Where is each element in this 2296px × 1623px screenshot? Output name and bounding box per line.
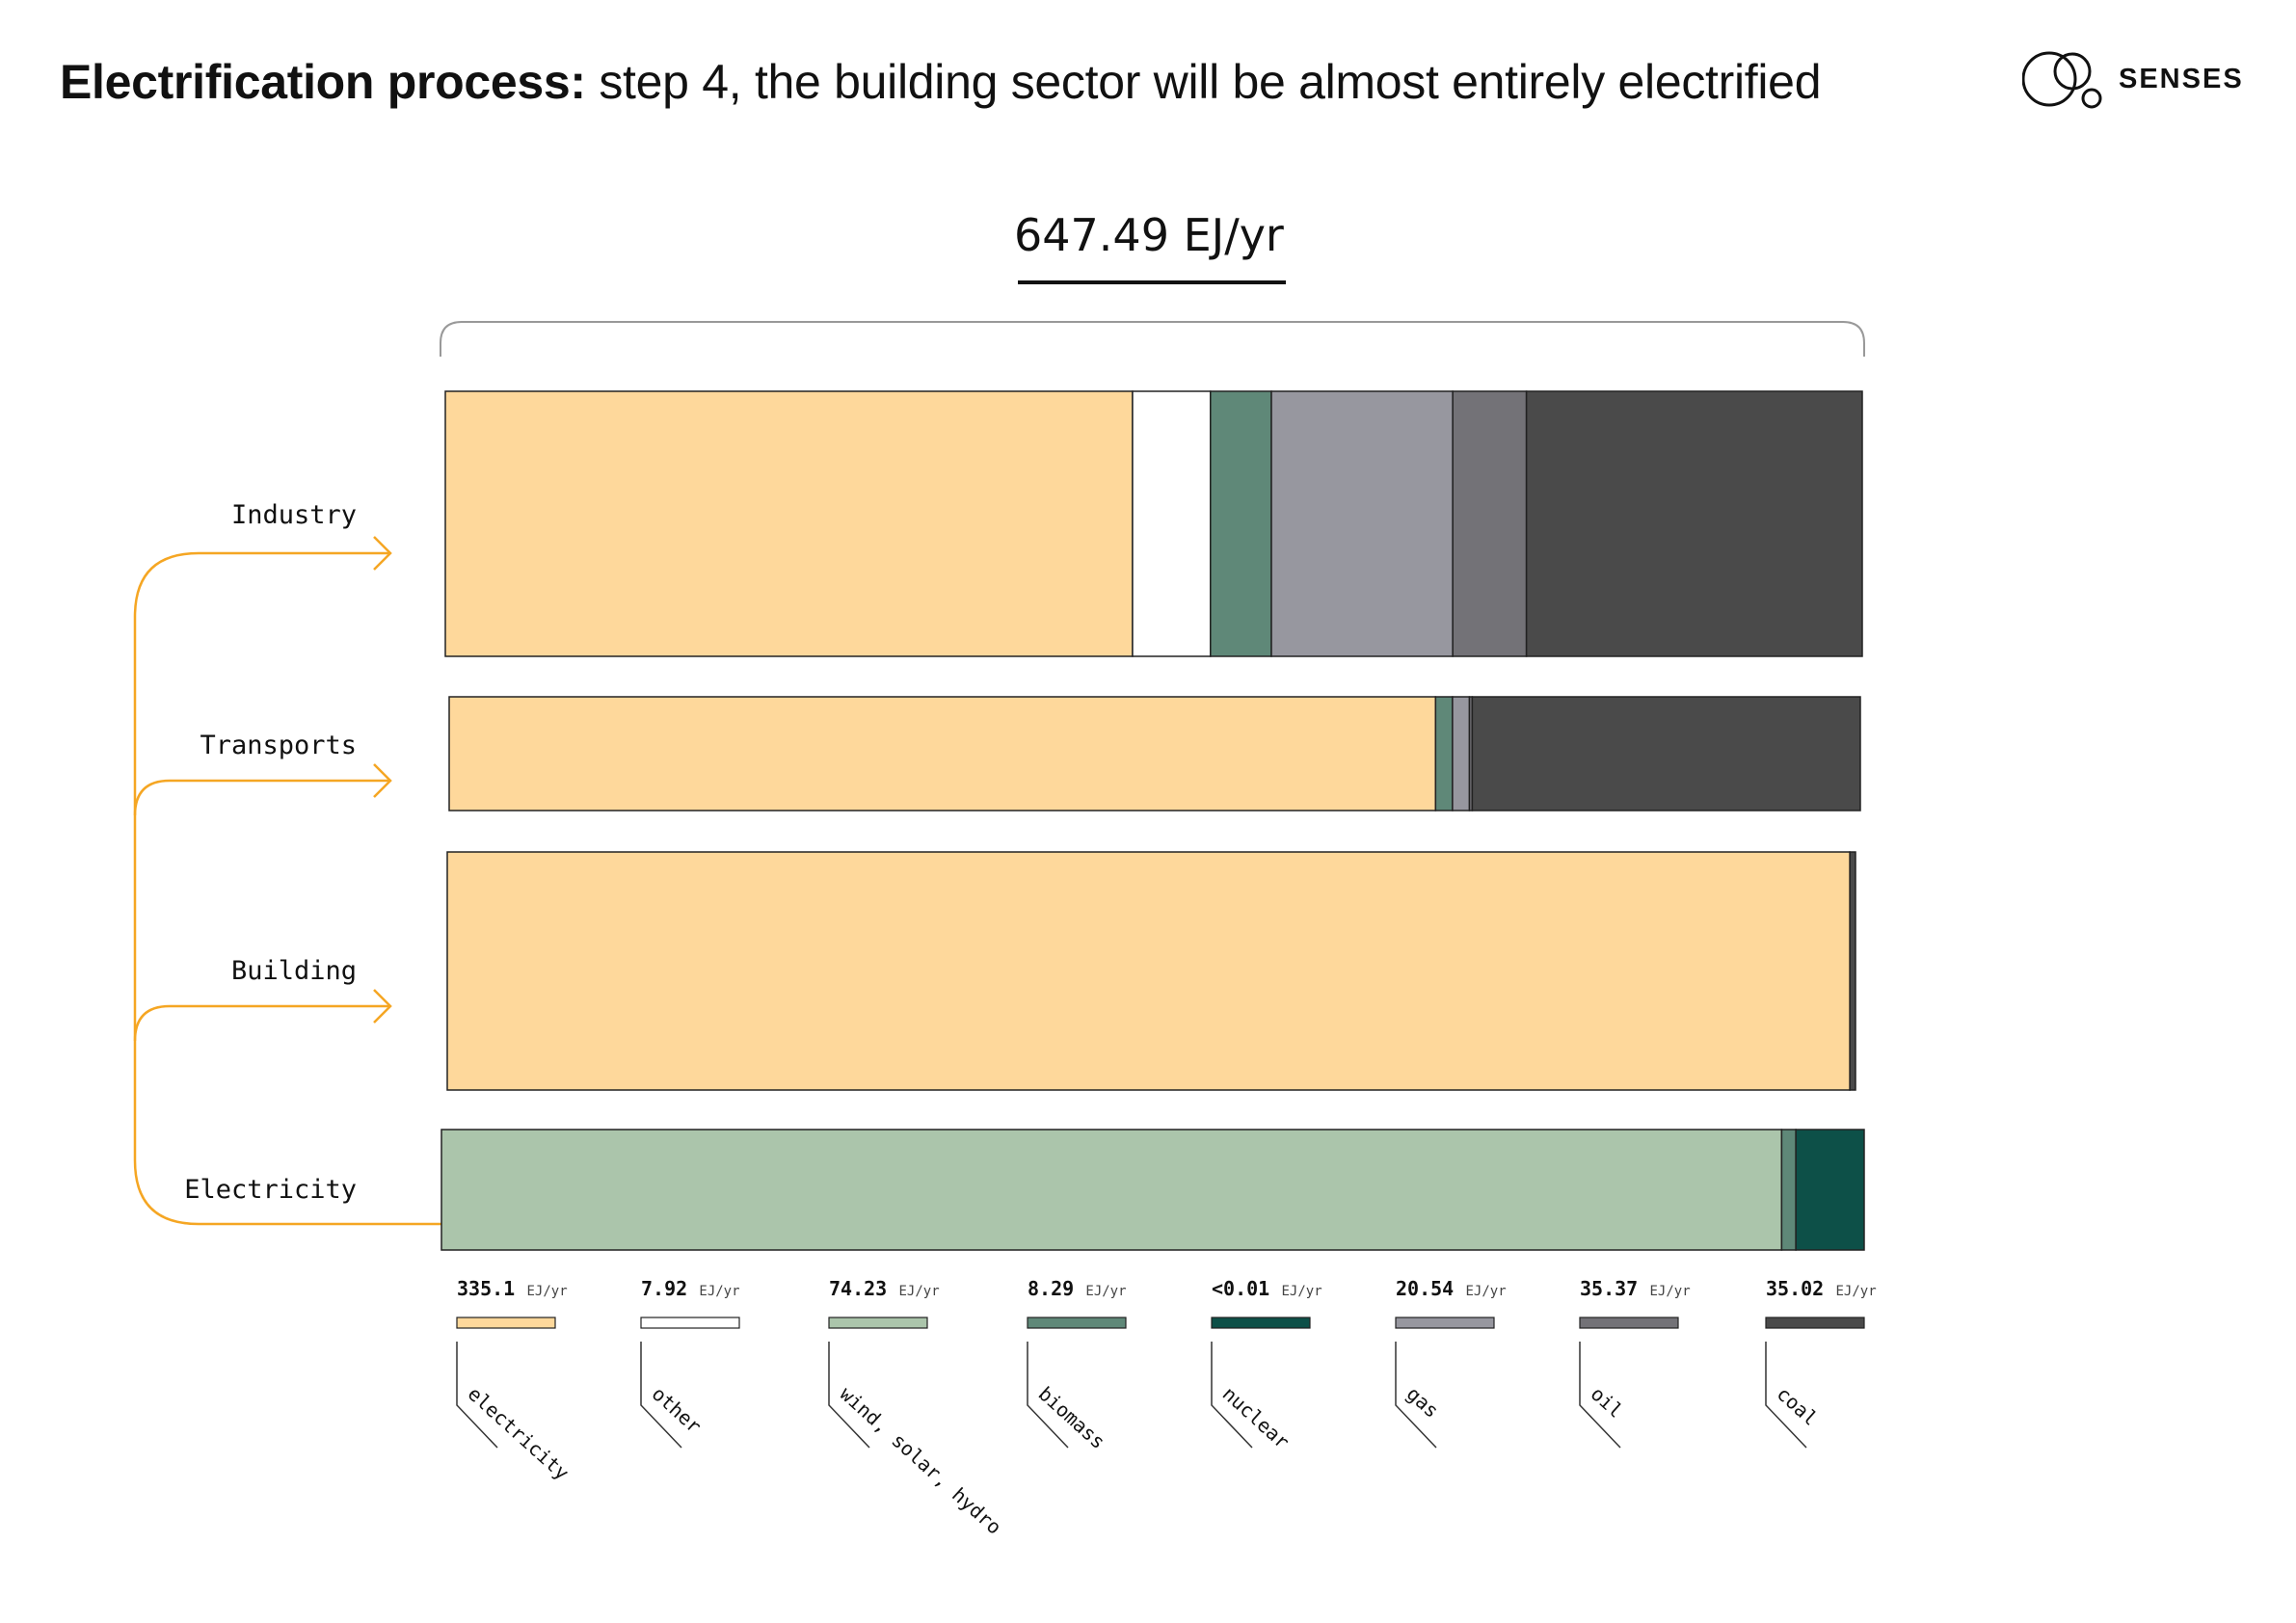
legend-item-electricity: 335.1 EJ/yr electricity [456, 1277, 574, 1484]
sector-label-industry: Industry [231, 500, 357, 530]
segment-electricity-biomass [1780, 1129, 1797, 1251]
arrow-head-1 [373, 763, 392, 798]
legend-swatch [1765, 1317, 1865, 1329]
legend: 335.1 EJ/yr electricity 7.92 EJ/yr other 74.23… [456, 1277, 1877, 1539]
legend-leader [1395, 1342, 1437, 1449]
legend-value: 35.02 [1766, 1277, 1824, 1300]
legend-swatch [1211, 1317, 1311, 1329]
legend-value: 8.29 [1028, 1277, 1074, 1300]
segment-transports-electricity [448, 696, 1437, 812]
logo-text: SENSES [2119, 64, 2244, 94]
legend-label: coal [1773, 1382, 1823, 1430]
segment-industry-coal [1525, 390, 1863, 657]
legend-leader [1579, 1342, 1621, 1449]
legend-leader [1027, 1342, 1069, 1449]
legend-swatch [456, 1317, 556, 1329]
legend-unit: EJ/yr [1650, 1284, 1691, 1299]
segment-transports-coal [1471, 696, 1861, 812]
arrow-to-building [133, 1004, 390, 1042]
bar-building [446, 851, 1856, 1091]
title-bold: Electrification process: [60, 55, 586, 109]
legend-label: biomass [1034, 1382, 1110, 1453]
legend-leader [1211, 1342, 1253, 1449]
segment-industry-oil [1452, 390, 1528, 657]
legend-value: 20.54 [1396, 1277, 1454, 1300]
segment-electricity-wind_solar_hydro [441, 1129, 1783, 1251]
bar-industry [444, 390, 1863, 657]
legend-label: gas [1402, 1382, 1444, 1423]
legend-swatch [1027, 1317, 1127, 1329]
legend-label: electricity [464, 1382, 574, 1484]
legend-swatch [1395, 1317, 1495, 1329]
legend-unit: EJ/yr [699, 1284, 739, 1299]
legend-item-oil: 35.37 EJ/yr oil [1579, 1277, 1691, 1449]
legend-leader [456, 1342, 498, 1449]
legend-unit: EJ/yr [1466, 1284, 1507, 1299]
legend-value: 74.23 [829, 1277, 887, 1300]
legend-unit: EJ/yr [527, 1284, 568, 1299]
legend-item-biomass: 8.29 EJ/yr biomass [1027, 1277, 1127, 1453]
legend-item-coal: 35.02 EJ/yr coal [1765, 1277, 1877, 1449]
legend-label: nuclear [1218, 1382, 1295, 1453]
legend-value: 7.92 [641, 1277, 687, 1300]
legend-swatch [640, 1317, 740, 1329]
legend-item-other: 7.92 EJ/yr other [640, 1277, 740, 1449]
legend-value: 335.1 [457, 1277, 515, 1300]
bar-electricity [441, 1129, 1865, 1251]
legend-label: oil [1587, 1382, 1628, 1423]
legend-unit: EJ/yr [1282, 1284, 1322, 1299]
legend-item-wind_solar_hydro: 74.23 EJ/yr wind, solar, hydro [828, 1277, 1006, 1539]
sector-arrows [133, 536, 441, 1226]
legend-swatch [828, 1317, 928, 1329]
sector-label-transports: Transports [200, 731, 357, 760]
segment-transports-gas [1452, 696, 1471, 812]
segment-building-electricity [446, 851, 1851, 1091]
segment-industry-other [1132, 390, 1212, 657]
segment-electricity-nuclear [1795, 1129, 1865, 1251]
arrow-head-0 [373, 536, 392, 571]
segment-transports-biomass [1434, 696, 1454, 812]
legend-unit: EJ/yr [1836, 1284, 1877, 1299]
legend-item-gas: 20.54 EJ/yr gas [1395, 1277, 1507, 1449]
legend-leader [1765, 1342, 1807, 1449]
bar-transports [448, 696, 1861, 812]
legend-value: 35.37 [1580, 1277, 1638, 1300]
legend-unit: EJ/yr [899, 1284, 940, 1299]
segment-building-coal [1849, 851, 1856, 1091]
segment-industry-gas [1270, 390, 1454, 657]
sector-bars [441, 390, 1865, 1251]
segment-industry-biomass [1210, 390, 1272, 657]
total-underline [1018, 280, 1286, 284]
legend-label: other [648, 1382, 707, 1438]
total-bracket [440, 321, 1865, 357]
legend-item-nuclear: <0.01 EJ/yr nuclear [1211, 1277, 1322, 1453]
legend-value: <0.01 [1212, 1277, 1269, 1300]
total-label: 647.49 EJ/yr [1014, 209, 1284, 261]
arrow-head-2 [373, 989, 392, 1024]
legend-label: wind, solar, hydro [836, 1382, 1006, 1539]
overlapping-circles-logo-icon [2022, 51, 2102, 109]
legend-unit: EJ/yr [1085, 1284, 1126, 1299]
sector-label-building: Building [231, 956, 357, 986]
page-title: Electrification process: step 4, the bui… [60, 54, 1822, 110]
legend-leader [828, 1342, 870, 1449]
sector-labels: Industry Transports Building Electricity [184, 500, 357, 1205]
arrow-to-transports [133, 779, 390, 816]
segment-industry-electricity [444, 390, 1134, 657]
title-rest: step 4, the building sector will be almo… [585, 55, 1822, 109]
legend-swatch [1579, 1317, 1679, 1329]
legend-leader [640, 1342, 682, 1449]
arrow-to-industry [133, 551, 441, 1226]
sector-label-electricity: Electricity [184, 1175, 357, 1205]
